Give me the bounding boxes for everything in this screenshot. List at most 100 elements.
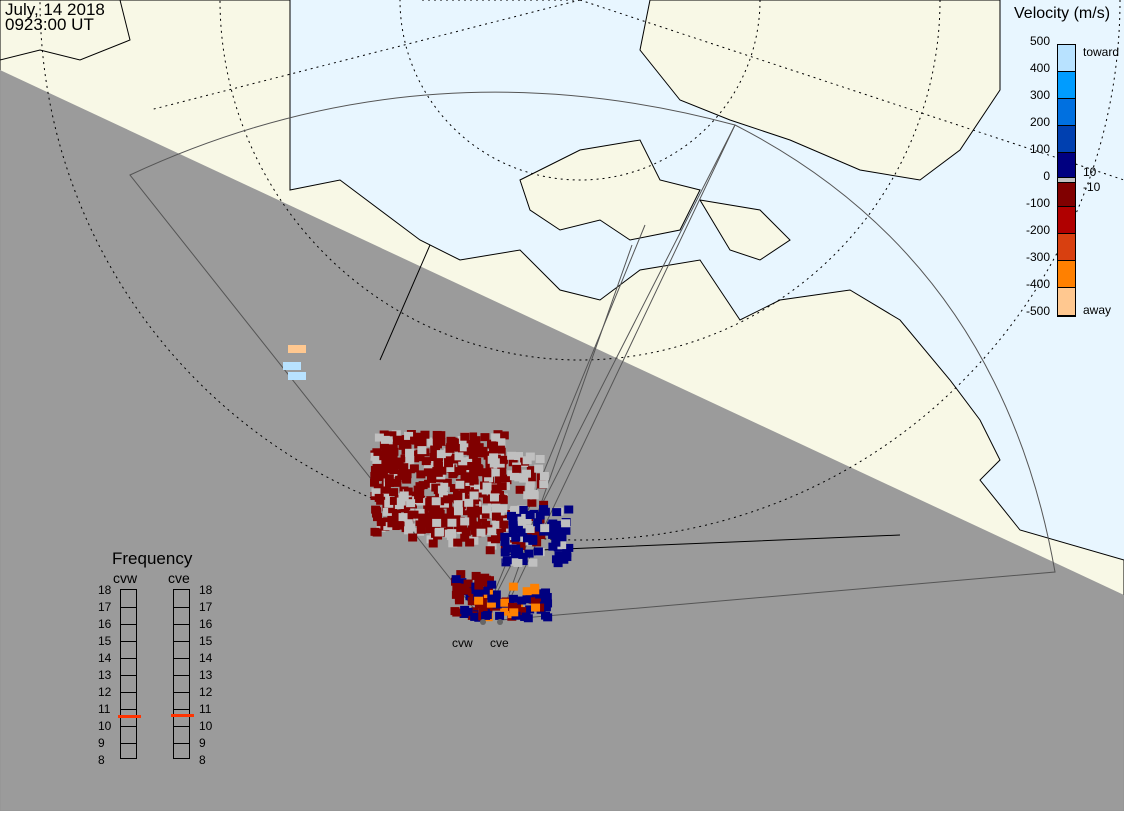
velocity-cell (408, 533, 418, 542)
velocity-cell (500, 548, 510, 557)
velocity-cell (449, 438, 459, 447)
velocity-cell (403, 521, 413, 530)
velocity-cell (510, 505, 520, 514)
velocity-cell (553, 528, 563, 537)
velocity-cell (409, 510, 419, 519)
velocity-cell (429, 452, 439, 461)
velocity-cell (426, 535, 436, 544)
velocity-cell (471, 436, 481, 445)
velocity-cell (490, 535, 500, 544)
velocity-cell (508, 529, 518, 538)
velocity-cell (431, 497, 441, 506)
velocity-cell (525, 525, 535, 534)
radar-label-cvw: cvw (452, 636, 473, 650)
frequency-tick-label: 9 (199, 736, 206, 750)
velocity-cell (469, 496, 479, 505)
velocity-cell (482, 495, 492, 504)
velocity-cell (403, 510, 413, 519)
velocity-cell (370, 471, 380, 480)
velocity-cell (401, 471, 411, 480)
velocity-colorbar: Velocity (m/s) 500 400 300 200 100 0 -100 -200 -… (1000, 0, 1124, 320)
radar-name-cvw: cvw (113, 570, 138, 586)
velocity-cell (487, 541, 497, 550)
velocity-cell (522, 534, 532, 543)
velocity-cell (474, 596, 484, 605)
velocity-cell (384, 460, 394, 469)
frequency-tick-label: 11 (98, 702, 111, 716)
velocity-cell (382, 507, 392, 516)
velocity-cell (474, 581, 484, 590)
velocity-cell (539, 500, 549, 509)
velocity-cell (433, 468, 443, 477)
velocity-cell (480, 573, 490, 582)
velocity-cell (445, 464, 455, 473)
colorbar-segment (1058, 72, 1075, 99)
velocity-cell (489, 441, 499, 450)
velocity-cell (470, 507, 480, 516)
velocity-cell (497, 466, 507, 475)
velocity-cell (535, 523, 545, 532)
velocity-cell (374, 493, 384, 502)
velocity-cell (396, 497, 406, 506)
frequency-tick-label: 14 (199, 651, 213, 665)
velocity-cell (380, 435, 390, 444)
velocity-cell (535, 511, 545, 520)
night-shading (0, 70, 1124, 811)
velocity-cell (451, 575, 461, 584)
velocity-cell (533, 547, 543, 556)
velocity-cell (418, 481, 428, 490)
colorbar-tick-label: -300 (1025, 250, 1050, 264)
velocity-cell (288, 372, 306, 380)
velocity-cells (283, 345, 574, 623)
frequency-tick-label: 8 (199, 753, 206, 767)
frequency-panel: Frequency cvw cve 18 17 16 15 14 13 12 11 10 9 8 18… (98, 545, 225, 770)
velocity-cell (436, 450, 446, 459)
velocity-cell (509, 608, 519, 617)
velocity-cell (554, 551, 564, 560)
velocity-cell (511, 533, 521, 542)
velocity-cell (522, 595, 532, 604)
velocity-cell (480, 586, 490, 595)
velocity-cell (541, 588, 551, 597)
velocity-cell (446, 506, 456, 515)
velocity-cell (406, 499, 416, 508)
velocity-cell (459, 443, 469, 452)
velocity-cell (557, 541, 567, 550)
velocity-cell (415, 518, 425, 527)
colorbar-segment (1058, 288, 1075, 316)
colorbar-tick-label: -500 (1025, 304, 1050, 318)
velocity-cell (451, 513, 461, 522)
velocity-cell (470, 526, 480, 535)
radar-label-cve: cve (490, 636, 509, 650)
frequency-tick-label: 15 (98, 634, 112, 648)
velocity-cell (405, 455, 415, 464)
velocity-cell (470, 521, 480, 530)
time-label: 0923:00 UT (5, 15, 94, 34)
velocity-cell (405, 448, 415, 457)
velocity-cell (525, 484, 535, 493)
velocity-cell (526, 466, 536, 475)
velocity-cell (517, 607, 527, 616)
colorbar-segment (1058, 183, 1075, 207)
velocity-cell (448, 539, 458, 548)
velocity-cell (434, 503, 444, 512)
velocity-cell (420, 430, 430, 439)
colorbar-tick-label: -400 (1025, 277, 1050, 291)
colorbar-segment (1058, 234, 1075, 261)
velocity-cell (379, 440, 389, 449)
colorbar-segment (1058, 153, 1075, 178)
velocity-cell (372, 528, 382, 537)
velocity-cell (469, 465, 479, 474)
velocity-cell (449, 484, 459, 493)
velocity-cell (432, 440, 442, 449)
frequency-tick-label: 9 (98, 736, 105, 750)
velocity-cell (482, 611, 492, 620)
velocity-cell (524, 549, 534, 558)
frequency-tick-label: 18 (199, 583, 213, 597)
away-label: away (1083, 303, 1112, 317)
velocity-cell (373, 513, 383, 522)
velocity-cell (533, 518, 543, 527)
frequency-tick-label: 10 (199, 719, 213, 733)
velocity-cell (528, 536, 538, 545)
